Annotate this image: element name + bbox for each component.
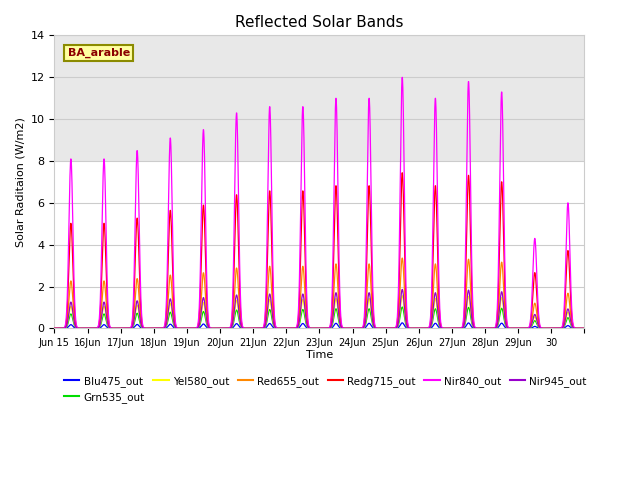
Redg715_out (468, 285, 476, 291)
Grn535_out (500, 313, 508, 319)
Legend: Blu475_out, Grn535_out, Yel580_out, Red655_out, Redg715_out, Nir840_out, Nir945_: Blu475_out, Grn535_out, Yel580_out, Red6… (60, 372, 591, 407)
Grn535_out (575, 325, 582, 331)
Nir840_out (575, 325, 582, 331)
Nir840_out (580, 325, 588, 331)
Redg715_out (51, 325, 58, 331)
Red655_out (580, 325, 588, 331)
Nir945_out (387, 325, 395, 331)
Grn535_out (51, 325, 58, 331)
Line: Blu475_out: Blu475_out (54, 323, 584, 328)
Red655_out (387, 325, 395, 331)
Blu475_out (575, 325, 582, 331)
Yel580_out (575, 325, 582, 331)
Blu475_out (398, 320, 406, 326)
Nir840_out (399, 74, 406, 80)
Yel580_out (159, 325, 167, 331)
Grn535_out (434, 317, 442, 323)
Title: Reflected Solar Bands: Reflected Solar Bands (235, 15, 404, 30)
Nir945_out (434, 310, 442, 316)
Line: Nir840_out: Nir840_out (54, 77, 584, 328)
Yel580_out (399, 293, 406, 299)
Blu475_out (387, 325, 395, 331)
Yel580_out (468, 317, 476, 323)
Grn535_out (580, 325, 588, 331)
Blu475_out (159, 325, 167, 331)
Blu475_out (434, 324, 442, 329)
Blu475_out (500, 322, 508, 328)
Blu475_out (51, 325, 58, 331)
Nir945_out (500, 302, 508, 308)
Redg715_out (159, 325, 167, 331)
Red655_out (468, 307, 476, 313)
Red655_out (500, 284, 508, 289)
Redg715_out (434, 264, 442, 270)
Nir840_out (500, 177, 508, 182)
Yel580_out (434, 312, 442, 318)
Nir945_out (580, 325, 588, 331)
Y-axis label: Solar Raditaion (W/m2): Solar Raditaion (W/m2) (15, 117, 25, 247)
Red655_out (159, 325, 167, 331)
Text: BA_arable: BA_arable (68, 48, 130, 58)
Red655_out (51, 325, 58, 331)
Line: Yel580_out: Yel580_out (54, 296, 584, 328)
Yel580_out (387, 325, 395, 331)
Nir840_out (434, 227, 442, 232)
Nir840_out (159, 325, 167, 331)
Nir945_out (575, 325, 582, 331)
Grn535_out (387, 325, 395, 331)
Nir840_out (387, 325, 395, 331)
Line: Redg715_out: Redg715_out (54, 173, 584, 328)
Bar (54, 36, 584, 161)
Red655_out (575, 325, 582, 331)
Nir945_out (399, 287, 406, 292)
Nir945_out (159, 325, 167, 331)
Redg715_out (387, 325, 395, 331)
Yel580_out (580, 325, 588, 331)
Blu475_out (580, 325, 588, 331)
Nir840_out (51, 325, 58, 331)
Blu475_out (468, 324, 476, 330)
Yel580_out (51, 325, 58, 331)
Grn535_out (159, 325, 167, 331)
Line: Grn535_out: Grn535_out (54, 307, 584, 328)
X-axis label: Time: Time (306, 349, 333, 360)
Line: Nir945_out: Nir945_out (54, 289, 584, 328)
Red655_out (434, 298, 442, 303)
Nir840_out (468, 261, 476, 266)
Grn535_out (398, 304, 406, 310)
Redg715_out (500, 233, 508, 239)
Yel580_out (500, 306, 508, 312)
Red655_out (398, 255, 406, 261)
Nir945_out (51, 325, 58, 331)
Nir945_out (468, 315, 476, 321)
Line: Red655_out: Red655_out (54, 258, 584, 328)
Redg715_out (580, 325, 588, 331)
Grn535_out (468, 320, 476, 326)
Redg715_out (399, 170, 406, 176)
Redg715_out (575, 325, 582, 331)
